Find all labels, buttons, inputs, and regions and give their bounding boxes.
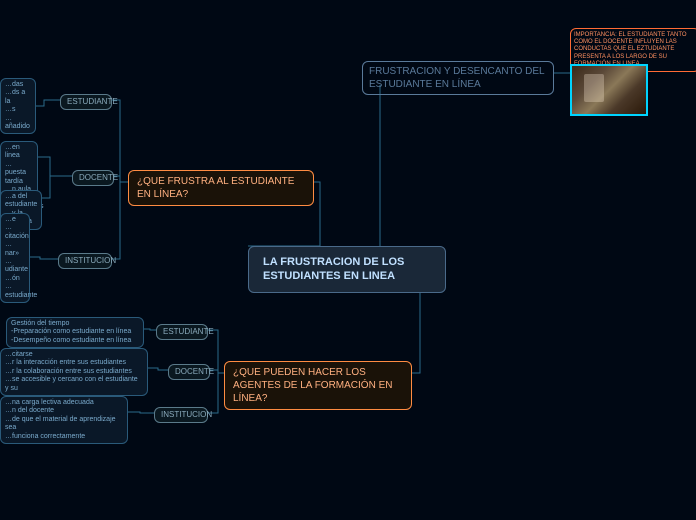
detail-bottom-0: Gestión del tiempo -Preparación como est… <box>6 317 144 348</box>
photo-thumbnail <box>570 64 648 116</box>
actor-bottom-estudiante[interactable]: ESTUDIANTE <box>156 324 208 340</box>
detail-top-3: …e…citación…nar»…udiante…ón…estudiante <box>0 213 30 303</box>
detail-top-0: …das…ds a la…s…añadido <box>0 78 36 134</box>
branch-frustracion-title[interactable]: FRUSTRACION Y DESENCANTO DELESTUDIANTE E… <box>362 61 554 95</box>
actor-top-institucion[interactable]: INSTITUCION <box>58 253 112 269</box>
actor-bottom-docente[interactable]: DOCENTE <box>168 364 210 380</box>
branch-agentes[interactable]: ¿QUE PUEDEN HACER LOS AGENTES DE LA FORM… <box>224 361 412 410</box>
detail-bottom-2: …na carga lectiva adecuada…n del docente… <box>0 396 128 444</box>
actor-top-estudiante[interactable]: ESTUDIANTE <box>60 94 112 110</box>
branch-que-frustra[interactable]: ¿QUE FRUSTRA AL ESTUDIANTE EN LÍNEA? <box>128 170 314 206</box>
detail-bottom-1: …citarse…r la interacción entre sus estu… <box>0 348 148 396</box>
center-node[interactable]: LA FRUSTRACION DE LOSESTUDIANTES EN LINE… <box>248 246 446 293</box>
actor-top-docente[interactable]: DOCENTE <box>72 170 114 186</box>
actor-bottom-institucion[interactable]: INSTITUCION <box>154 407 208 423</box>
